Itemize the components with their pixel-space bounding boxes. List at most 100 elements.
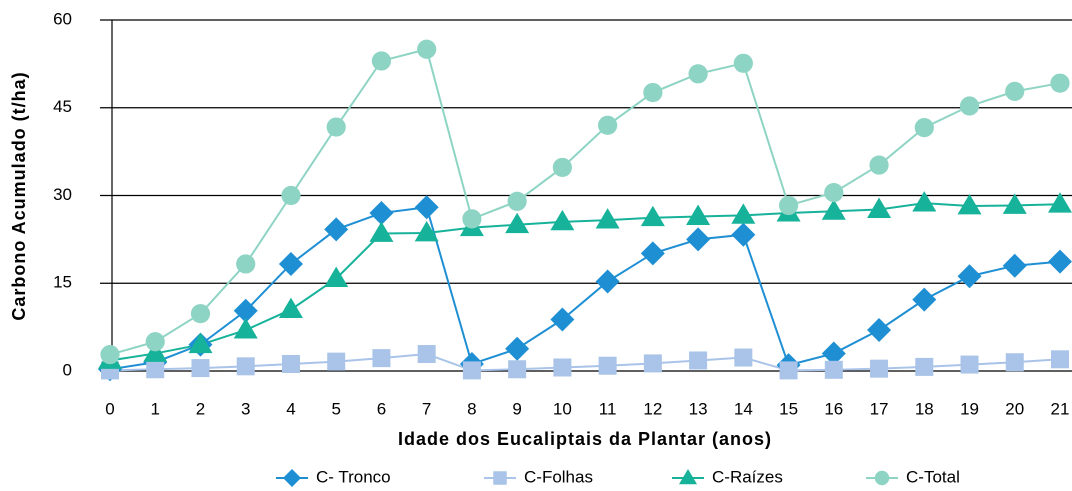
x-tick-label: 6 — [377, 399, 386, 418]
data-point — [462, 209, 482, 229]
x-tick-label: 18 — [915, 399, 934, 418]
x-tick-label: 15 — [779, 399, 798, 418]
data-point — [143, 341, 168, 362]
data-point — [281, 185, 301, 206]
x-tick-label: 19 — [960, 399, 979, 418]
legend-marker — [679, 469, 697, 485]
data-point — [1005, 353, 1024, 372]
data-point — [233, 298, 258, 323]
data-point — [324, 217, 349, 242]
x-tick-label: 17 — [870, 399, 889, 418]
series-line — [109, 48, 1061, 356]
legend-marker — [874, 470, 890, 486]
legend-label: C-Total — [906, 467, 960, 486]
y-tick-label: 15 — [53, 273, 72, 292]
data-point — [327, 352, 346, 371]
data-point — [191, 359, 210, 378]
x-tick-label: 0 — [105, 399, 114, 418]
data-point — [1048, 192, 1072, 213]
data-point — [689, 351, 708, 370]
data-point — [733, 53, 753, 73]
x-tick-label: 7 — [422, 399, 431, 418]
data-point — [508, 360, 527, 379]
legend-label: C-Folhas — [524, 467, 593, 486]
data-point — [190, 304, 211, 324]
data-point — [957, 264, 982, 289]
data-point — [505, 212, 530, 234]
data-point — [278, 251, 303, 276]
data-point — [824, 360, 843, 379]
data-point — [779, 361, 798, 380]
data-point — [869, 155, 889, 175]
data-point — [1005, 81, 1025, 101]
data-point — [372, 349, 391, 368]
series-line — [109, 202, 1061, 362]
data-point — [505, 336, 530, 361]
data-point — [821, 341, 846, 366]
data-point — [326, 117, 346, 137]
data-point — [550, 209, 575, 231]
x-tick-label: 5 — [331, 399, 340, 418]
x-tick-label: 1 — [151, 399, 160, 418]
data-point — [640, 205, 665, 227]
data-point — [686, 204, 711, 225]
data-point — [188, 332, 213, 354]
y-axis-title: Carbono Acumulado (t/ha) — [9, 71, 29, 320]
x-tick-label: 20 — [1005, 399, 1024, 418]
data-point — [734, 348, 753, 367]
data-point — [915, 357, 934, 376]
data-point — [236, 357, 255, 376]
data-point — [867, 197, 892, 218]
data-point — [1051, 350, 1069, 369]
legend-marker — [493, 471, 507, 485]
data-point — [281, 354, 300, 373]
data-point — [914, 118, 934, 138]
data-point — [145, 332, 165, 352]
series-line — [109, 206, 1061, 371]
data-point — [598, 115, 618, 135]
x-tick-label: 3 — [241, 399, 250, 418]
y-tick-label: 60 — [53, 9, 72, 28]
y-tick-label: 0 — [63, 360, 72, 379]
legend-label: C-Raízes — [712, 467, 783, 486]
data-point — [959, 96, 980, 116]
data-point — [553, 358, 572, 377]
data-point — [507, 191, 527, 211]
data-point — [417, 345, 436, 364]
x-tick-label: 16 — [824, 399, 843, 418]
data-point — [870, 359, 889, 378]
x-tick-label: 11 — [599, 399, 617, 418]
data-point — [957, 194, 982, 215]
data-point — [643, 82, 663, 103]
data-point — [462, 361, 481, 380]
data-point — [1048, 249, 1072, 274]
data-point — [417, 39, 437, 59]
data-point — [369, 221, 394, 242]
data-point — [146, 360, 165, 379]
data-point — [824, 182, 844, 203]
data-point — [1002, 253, 1027, 278]
data-point — [731, 222, 756, 247]
x-tick-label: 14 — [734, 399, 753, 418]
data-point — [369, 201, 394, 226]
data-point — [731, 203, 756, 224]
data-point — [324, 266, 349, 287]
x-tick-label: 10 — [553, 399, 572, 418]
data-point — [414, 195, 439, 220]
data-point — [643, 354, 662, 373]
x-tick-label: 9 — [512, 399, 521, 418]
data-point — [960, 355, 979, 374]
x-tick-label: 13 — [689, 399, 708, 418]
data-point — [912, 287, 937, 312]
data-point — [236, 254, 256, 274]
data-point — [688, 64, 708, 84]
legend-marker — [283, 469, 301, 487]
x-axis-title: Idade dos Eucaliptais da Plantar (anos) — [398, 429, 772, 449]
data-point — [1050, 73, 1070, 93]
x-tick-label: 2 — [196, 399, 205, 418]
data-point — [686, 227, 711, 252]
data-point — [778, 195, 799, 216]
data-point — [867, 318, 892, 343]
y-tick-label: 30 — [53, 185, 72, 204]
